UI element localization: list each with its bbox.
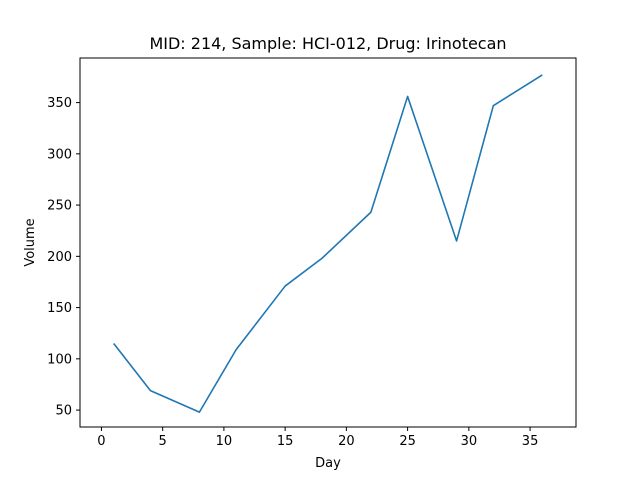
y-axis-ticks: 50 100 150 200 250 300 350 <box>47 96 80 419</box>
y-tick-label: 200 <box>47 250 72 265</box>
y-tick-label: 350 <box>47 96 72 111</box>
y-tick-label: 250 <box>47 199 72 214</box>
x-tick-label: 20 <box>338 434 355 449</box>
x-tick-label: 35 <box>522 434 539 449</box>
chart-title: MID: 214, Sample: HCI-012, Drug: Irinote… <box>149 34 506 53</box>
plot-frame <box>79 57 577 428</box>
y-tick-label: 150 <box>47 301 72 316</box>
x-tick-label: 25 <box>399 434 416 449</box>
y-tick-label: 300 <box>47 147 72 162</box>
x-tick-label: 0 <box>97 434 105 449</box>
series-layer <box>113 74 543 413</box>
x-axis-ticks: 0 5 10 15 20 25 30 35 <box>97 427 538 449</box>
x-axis-label: Day <box>315 456 341 471</box>
series-line-0 <box>113 74 543 413</box>
y-axis-label: Volume <box>23 218 38 266</box>
y-tick-label: 100 <box>47 352 72 367</box>
x-tick-label: 10 <box>216 434 233 449</box>
x-tick-label: 15 <box>277 434 294 449</box>
plot-area <box>80 58 576 427</box>
y-tick-label: 50 <box>55 404 72 419</box>
x-tick-label: 30 <box>461 434 478 449</box>
x-tick-label: 5 <box>159 434 167 449</box>
